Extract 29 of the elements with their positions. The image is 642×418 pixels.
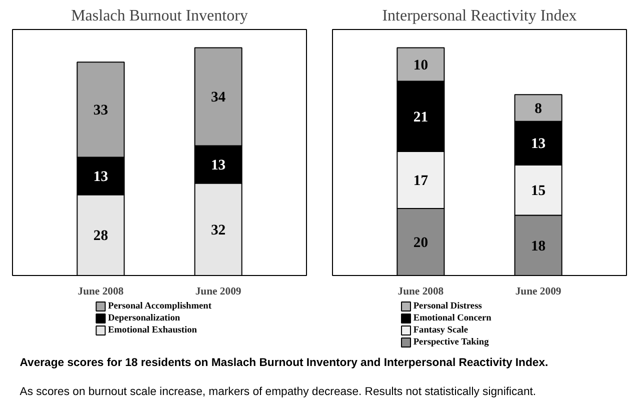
- legend-label: Depersonalization: [108, 314, 181, 324]
- legend-label: Emotional Exhaustion: [108, 326, 198, 336]
- data-label: 10: [413, 57, 428, 74]
- data-label: 28: [93, 228, 108, 244]
- data-label: 34: [210, 90, 226, 106]
- chart-title: Maslach Burnout Inventory: [71, 8, 248, 24]
- x-tick-label: June 2008: [398, 286, 444, 298]
- data-label: 17: [413, 173, 428, 190]
- data-label: 21: [413, 109, 428, 126]
- data-label: 15: [530, 183, 546, 200]
- text: Average scores for 18 residents on Maslach Burnout Inventory and Interpersonal Reactivity Index.: [20, 357, 548, 369]
- data-label: 13: [210, 157, 226, 174]
- legend-label: Emotional Concern: [413, 314, 492, 324]
- data-label: 32: [210, 222, 226, 238]
- data-label: 20: [413, 235, 428, 252]
- x-tick-label: June 2008: [78, 286, 124, 298]
- data-label: 33: [93, 102, 108, 119]
- x-tick-label: June 2009: [515, 286, 562, 298]
- x-tick-label: June 2009: [195, 286, 242, 298]
- data-label: 18: [530, 238, 546, 254]
- data-label: 13: [93, 169, 108, 186]
- data-label: 13: [530, 136, 546, 152]
- text: As scores on burnout scale increase, markers of empathy decrease. Results not statistically significant.: [20, 386, 536, 398]
- chart-title: Interpersonal Reactivity Index: [382, 8, 577, 24]
- legend-label: Fantasy Scale: [413, 326, 468, 336]
- legend-label: Perspective Taking: [413, 338, 490, 348]
- legend-label: Personal Distress: [413, 302, 482, 312]
- data-label: 8: [534, 101, 542, 118]
- legend-label: Personal Accomplishment: [108, 302, 212, 312]
